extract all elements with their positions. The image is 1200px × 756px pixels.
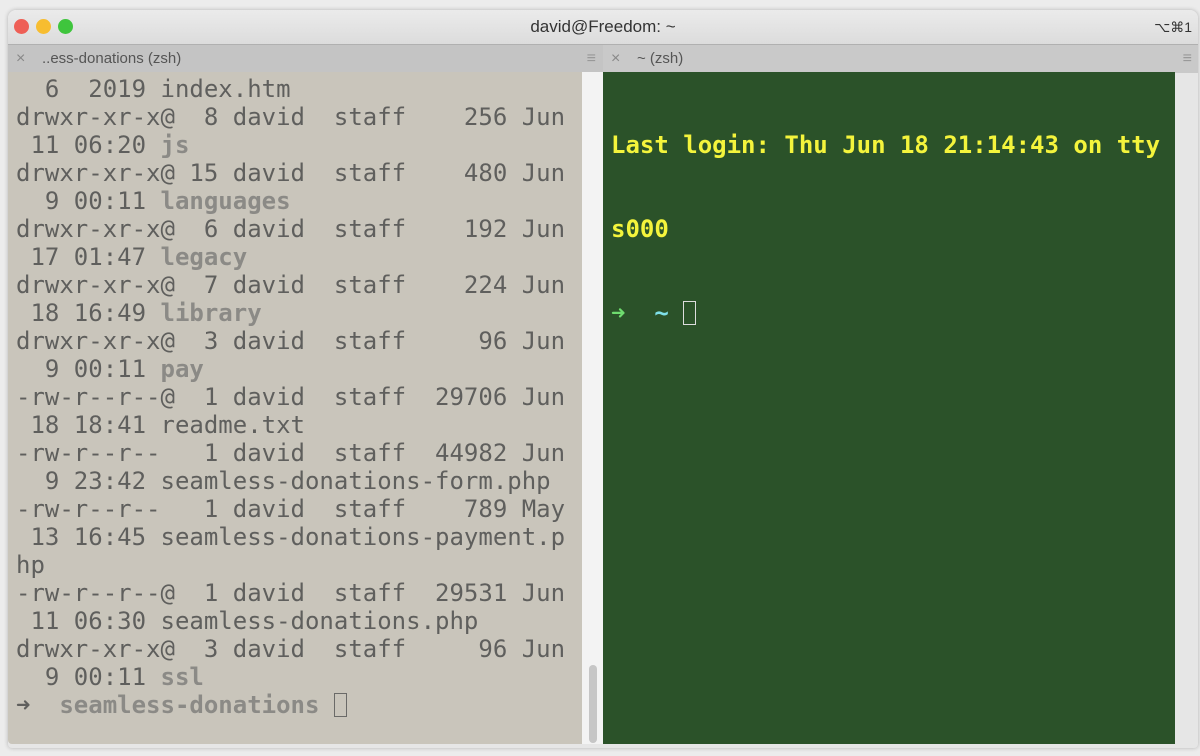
line-text: 9 00:11 <box>16 663 161 691</box>
line-text: 9 23:42 seamless-donations-form.php <box>16 467 551 495</box>
cursor <box>683 301 697 325</box>
terminal-line: hp <box>16 551 582 579</box>
zoom-window-button[interactable] <box>58 19 73 34</box>
tab-label: ~ (zsh) <box>637 50 684 67</box>
terminal-line: -rw-r--r--@ 1 david staff 29531 Jun <box>16 579 582 607</box>
terminal-line: 18 18:41 readme.txt <box>16 411 582 439</box>
terminal-line: drwxr-xr-x@ 15 david staff 480 Jun <box>16 159 582 187</box>
line-text: drwxr-xr-x@ 3 david staff 96 Jun <box>16 327 566 355</box>
cursor <box>333 693 347 717</box>
right-terminal-pane[interactable]: Last login: Thu Jun 18 21:14:43 on tty s… <box>603 72 1175 744</box>
terminal-line: 9 00:11 pay <box>16 355 582 383</box>
line-text: 9 00:11 <box>16 187 161 215</box>
line-text: drwxr-xr-x@ 6 david staff 192 Jun <box>16 215 566 243</box>
line-text: -rw-r--r-- 1 david staff 44982 Jun <box>16 439 566 467</box>
directory-name: legacy <box>160 243 248 271</box>
line-text: 11 06:30 seamless-donations.php <box>16 607 479 635</box>
line-text: -rw-r--r--@ 1 david staff 29706 Jun <box>16 383 566 411</box>
tab-menu-icon[interactable]: ≡ <box>586 50 596 67</box>
terminal-window: david@Freedom: ~ ⌥⌘1 × ..ess-donations (… <box>8 10 1198 748</box>
line-text: drwxr-xr-x@ 8 david staff 256 Jun <box>16 103 566 131</box>
close-tab-icon[interactable]: × <box>16 50 26 67</box>
terminal-line: -rw-r--r--@ 1 david staff 29706 Jun <box>16 383 582 411</box>
terminal-line: 18 16:49 library <box>16 299 582 327</box>
line-text: 9 00:11 <box>16 355 161 383</box>
prompt-arrow-icon: ➜ <box>611 299 626 327</box>
line-text: -rw-r--r--@ 1 david staff 29531 Jun <box>16 579 566 607</box>
terminal-line: -rw-r--r-- 1 david staff 789 May <box>16 495 582 523</box>
tab-menu-icon[interactable]: ≡ <box>1182 50 1192 67</box>
terminal-line: 11 06:20 js <box>16 131 582 159</box>
prompt-directory: seamless-donations <box>59 691 320 719</box>
terminal-line: drwxr-xr-x@ 6 david staff 192 Jun <box>16 215 582 243</box>
terminal-line: 17 01:47 legacy <box>16 243 582 271</box>
terminal-line: drwxr-xr-x@ 3 david staff 96 Jun <box>16 635 582 663</box>
line-text: drwxr-xr-x@ 3 david staff 96 Jun <box>16 635 566 663</box>
prompt-directory: ~ <box>654 299 669 327</box>
left-pane-scrollbar[interactable] <box>589 665 597 743</box>
line-text: -rw-r--r-- 1 david staff 789 May <box>16 495 566 523</box>
directory-name: ssl <box>160 663 204 691</box>
tab-label: ..ess-donations (zsh) <box>42 50 182 67</box>
terminal-line: 11 06:30 seamless-donations.php <box>16 607 582 635</box>
prompt-line: ➜ seamless-donations <box>16 691 582 719</box>
tab-bar: × ..ess-donations (zsh) ≡ × ~ (zsh) ≡ <box>8 44 1198 73</box>
terminal-line: 6 2019 index.htm <box>16 75 582 103</box>
tab-seamless-donations[interactable]: × ..ess-donations (zsh) ≡ <box>8 45 602 73</box>
line-text: drwxr-xr-x@ 15 david staff 480 Jun <box>16 159 566 187</box>
directory-name: languages <box>160 187 291 215</box>
left-terminal-pane[interactable]: 6 2019 index.htm drwxr-xr-x@ 8 david staf… <box>8 72 582 744</box>
prompt-arrow-icon: ➜ <box>16 691 31 719</box>
terminal-line: -rw-r--r-- 1 david staff 44982 Jun <box>16 439 582 467</box>
terminal-line: 9 23:42 seamless-donations-form.php <box>16 467 582 495</box>
line-text: 18 16:49 <box>16 299 161 327</box>
window-shortcut: ⌥⌘1 <box>1154 19 1192 35</box>
window-title: david@Freedom: ~ <box>530 17 676 36</box>
close-tab-icon[interactable]: × <box>611 50 621 67</box>
title-bar: david@Freedom: ~ ⌥⌘1 <box>8 10 1198 44</box>
directory-name: library <box>160 299 262 327</box>
close-window-button[interactable] <box>14 19 29 34</box>
terminal-line: s000 <box>611 215 669 243</box>
line-text: hp <box>16 551 45 579</box>
terminal-line: Last login: Thu Jun 18 21:14:43 on tty <box>611 131 1161 159</box>
line-text: 17 01:47 <box>16 243 161 271</box>
terminal-line: drwxr-xr-x@ 3 david staff 96 Jun <box>16 327 582 355</box>
line-text: 18 18:41 readme.txt <box>16 411 305 439</box>
prompt-line: ➜ ~ <box>611 299 1175 327</box>
line-text: 13 16:45 seamless-donations-payment.p <box>16 523 566 551</box>
line-text: 6 2019 index.htm <box>16 75 291 103</box>
directory-name: js <box>160 131 190 159</box>
pane-divider[interactable] <box>582 72 603 744</box>
terminal-line: drwxr-xr-x@ 7 david staff 224 Jun <box>16 271 582 299</box>
terminal-line: 9 00:11 languages <box>16 187 582 215</box>
directory-name: pay <box>160 355 204 383</box>
line-text: 11 06:20 <box>16 131 161 159</box>
minimize-window-button[interactable] <box>36 19 51 34</box>
tab-home[interactable]: × ~ (zsh) ≡ <box>603 45 1198 73</box>
terminal-line: 13 16:45 seamless-donations-payment.p <box>16 523 582 551</box>
terminal-line: drwxr-xr-x@ 8 david staff 256 Jun <box>16 103 582 131</box>
terminal-line: 9 00:11 ssl <box>16 663 582 691</box>
line-text: drwxr-xr-x@ 7 david staff 224 Jun <box>16 271 566 299</box>
